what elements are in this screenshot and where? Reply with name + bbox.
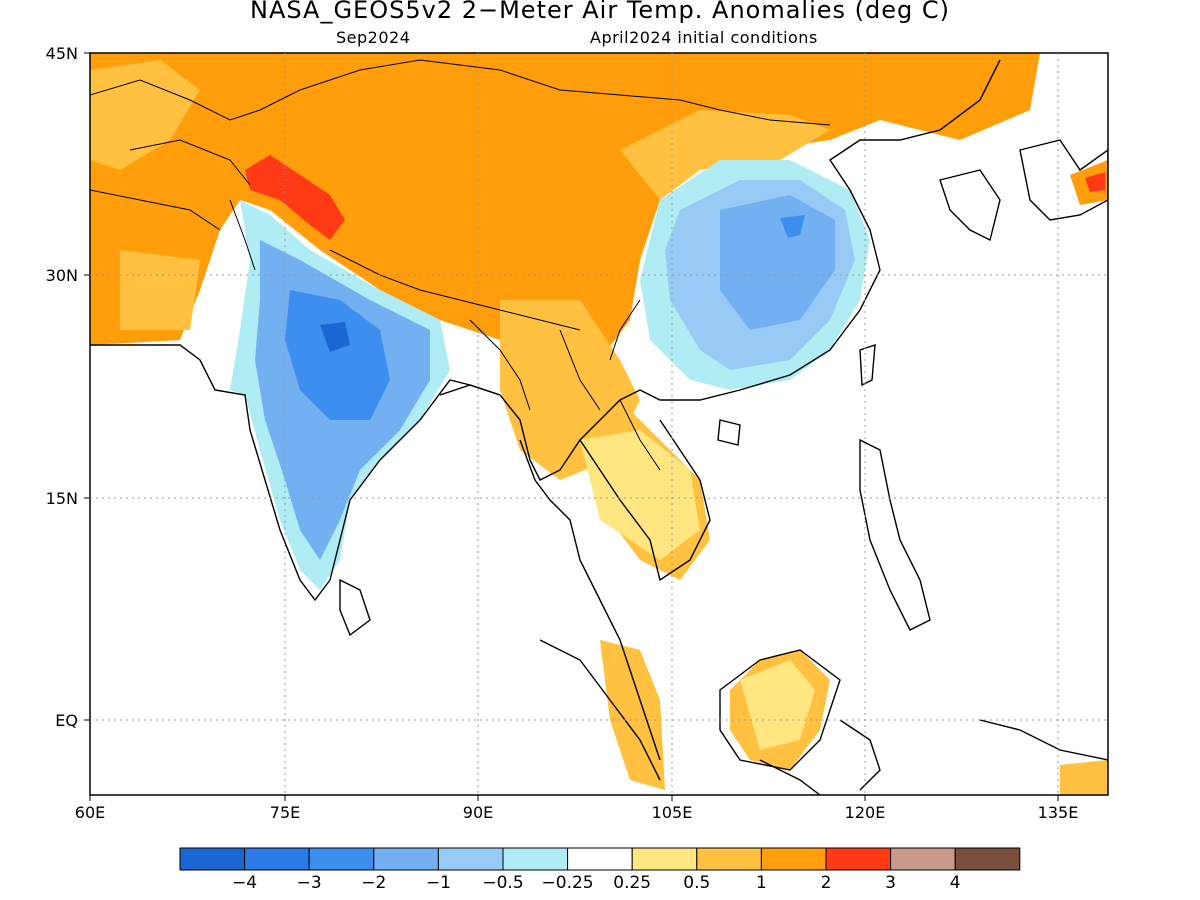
himalaya-hot-spot	[245, 155, 345, 240]
colorbar-swatch	[954, 847, 1021, 871]
china-cold-strong	[720, 195, 835, 330]
colorbar-swatch	[179, 847, 246, 871]
colorbar-swatch	[825, 847, 892, 871]
lon-tick-label: 90E	[463, 803, 493, 822]
colorbar-label: −2	[361, 873, 386, 893]
colorbar-label: −4	[232, 873, 257, 893]
china-cold-core	[780, 215, 805, 238]
colorbar-swatch	[308, 847, 375, 871]
lon-tick-label: 120E	[845, 803, 886, 822]
lat-tick-label: 15N	[46, 489, 78, 508]
new-guinea-warm	[1060, 760, 1108, 795]
colorbar-swatch	[890, 847, 956, 871]
lat-tick-label: 45N	[46, 44, 78, 63]
colorbar-swatch	[502, 847, 569, 871]
colorbar-label: −0.5	[482, 873, 523, 893]
map-frame	[89, 52, 1109, 796]
colorbar-swatch	[760, 847, 827, 871]
lat-tick-label: 30N	[46, 266, 78, 285]
colorbar-swatch	[631, 847, 698, 871]
colorbar-label: −0.25	[542, 873, 594, 893]
borneo-light	[740, 660, 815, 750]
colorbar-label: −3	[297, 873, 322, 893]
colorbar-label: 1	[756, 873, 767, 893]
anomaly-field	[90, 53, 1108, 795]
colorbar-swatch	[437, 847, 504, 871]
colorbar-label: 4	[950, 873, 961, 893]
coastlines	[90, 59, 1108, 795]
lon-tick-label: 60E	[75, 803, 105, 822]
india-cold-strong	[285, 290, 390, 420]
colorbar-label: 3	[885, 873, 896, 893]
colorbar-label: −1	[426, 873, 451, 893]
indochina-light	[580, 430, 700, 560]
lat-tick-label: EQ	[55, 711, 78, 730]
warm-fringe-region	[90, 60, 830, 480]
lon-tick-label: 135E	[1038, 803, 1079, 822]
india-cold-core	[320, 322, 350, 352]
sumatra-warm	[600, 640, 665, 790]
colorbar-swatch	[244, 847, 310, 871]
japan-hot	[1085, 172, 1105, 192]
colorbar-swatch	[567, 847, 633, 871]
colorbar-label: 0.25	[613, 873, 651, 893]
initial-conditions-label: April2024 initial conditions	[590, 28, 818, 47]
colorbar-swatch	[696, 847, 762, 871]
colorbar-label: 2	[821, 873, 832, 893]
longitude-axis: 60E 75E 90E 105E 120E 135E	[75, 795, 1079, 822]
forecast-month: Sep2024	[336, 28, 411, 47]
colorbar: −4 −3 −2 −1 −0.5 −0.25 0.25 0.5 1 2 3 4	[179, 847, 1021, 893]
graticule	[90, 53, 1108, 795]
latitude-axis: 45N 30N 15N EQ	[46, 44, 90, 730]
map-title: NASA_GEOS5v2 2−Meter Air Temp. Anomalies…	[249, 0, 951, 24]
colorbar-label: 0.5	[683, 873, 710, 893]
lon-tick-label: 75E	[270, 803, 300, 822]
colorbar-swatch	[373, 847, 439, 871]
lon-tick-label: 105E	[652, 803, 693, 822]
